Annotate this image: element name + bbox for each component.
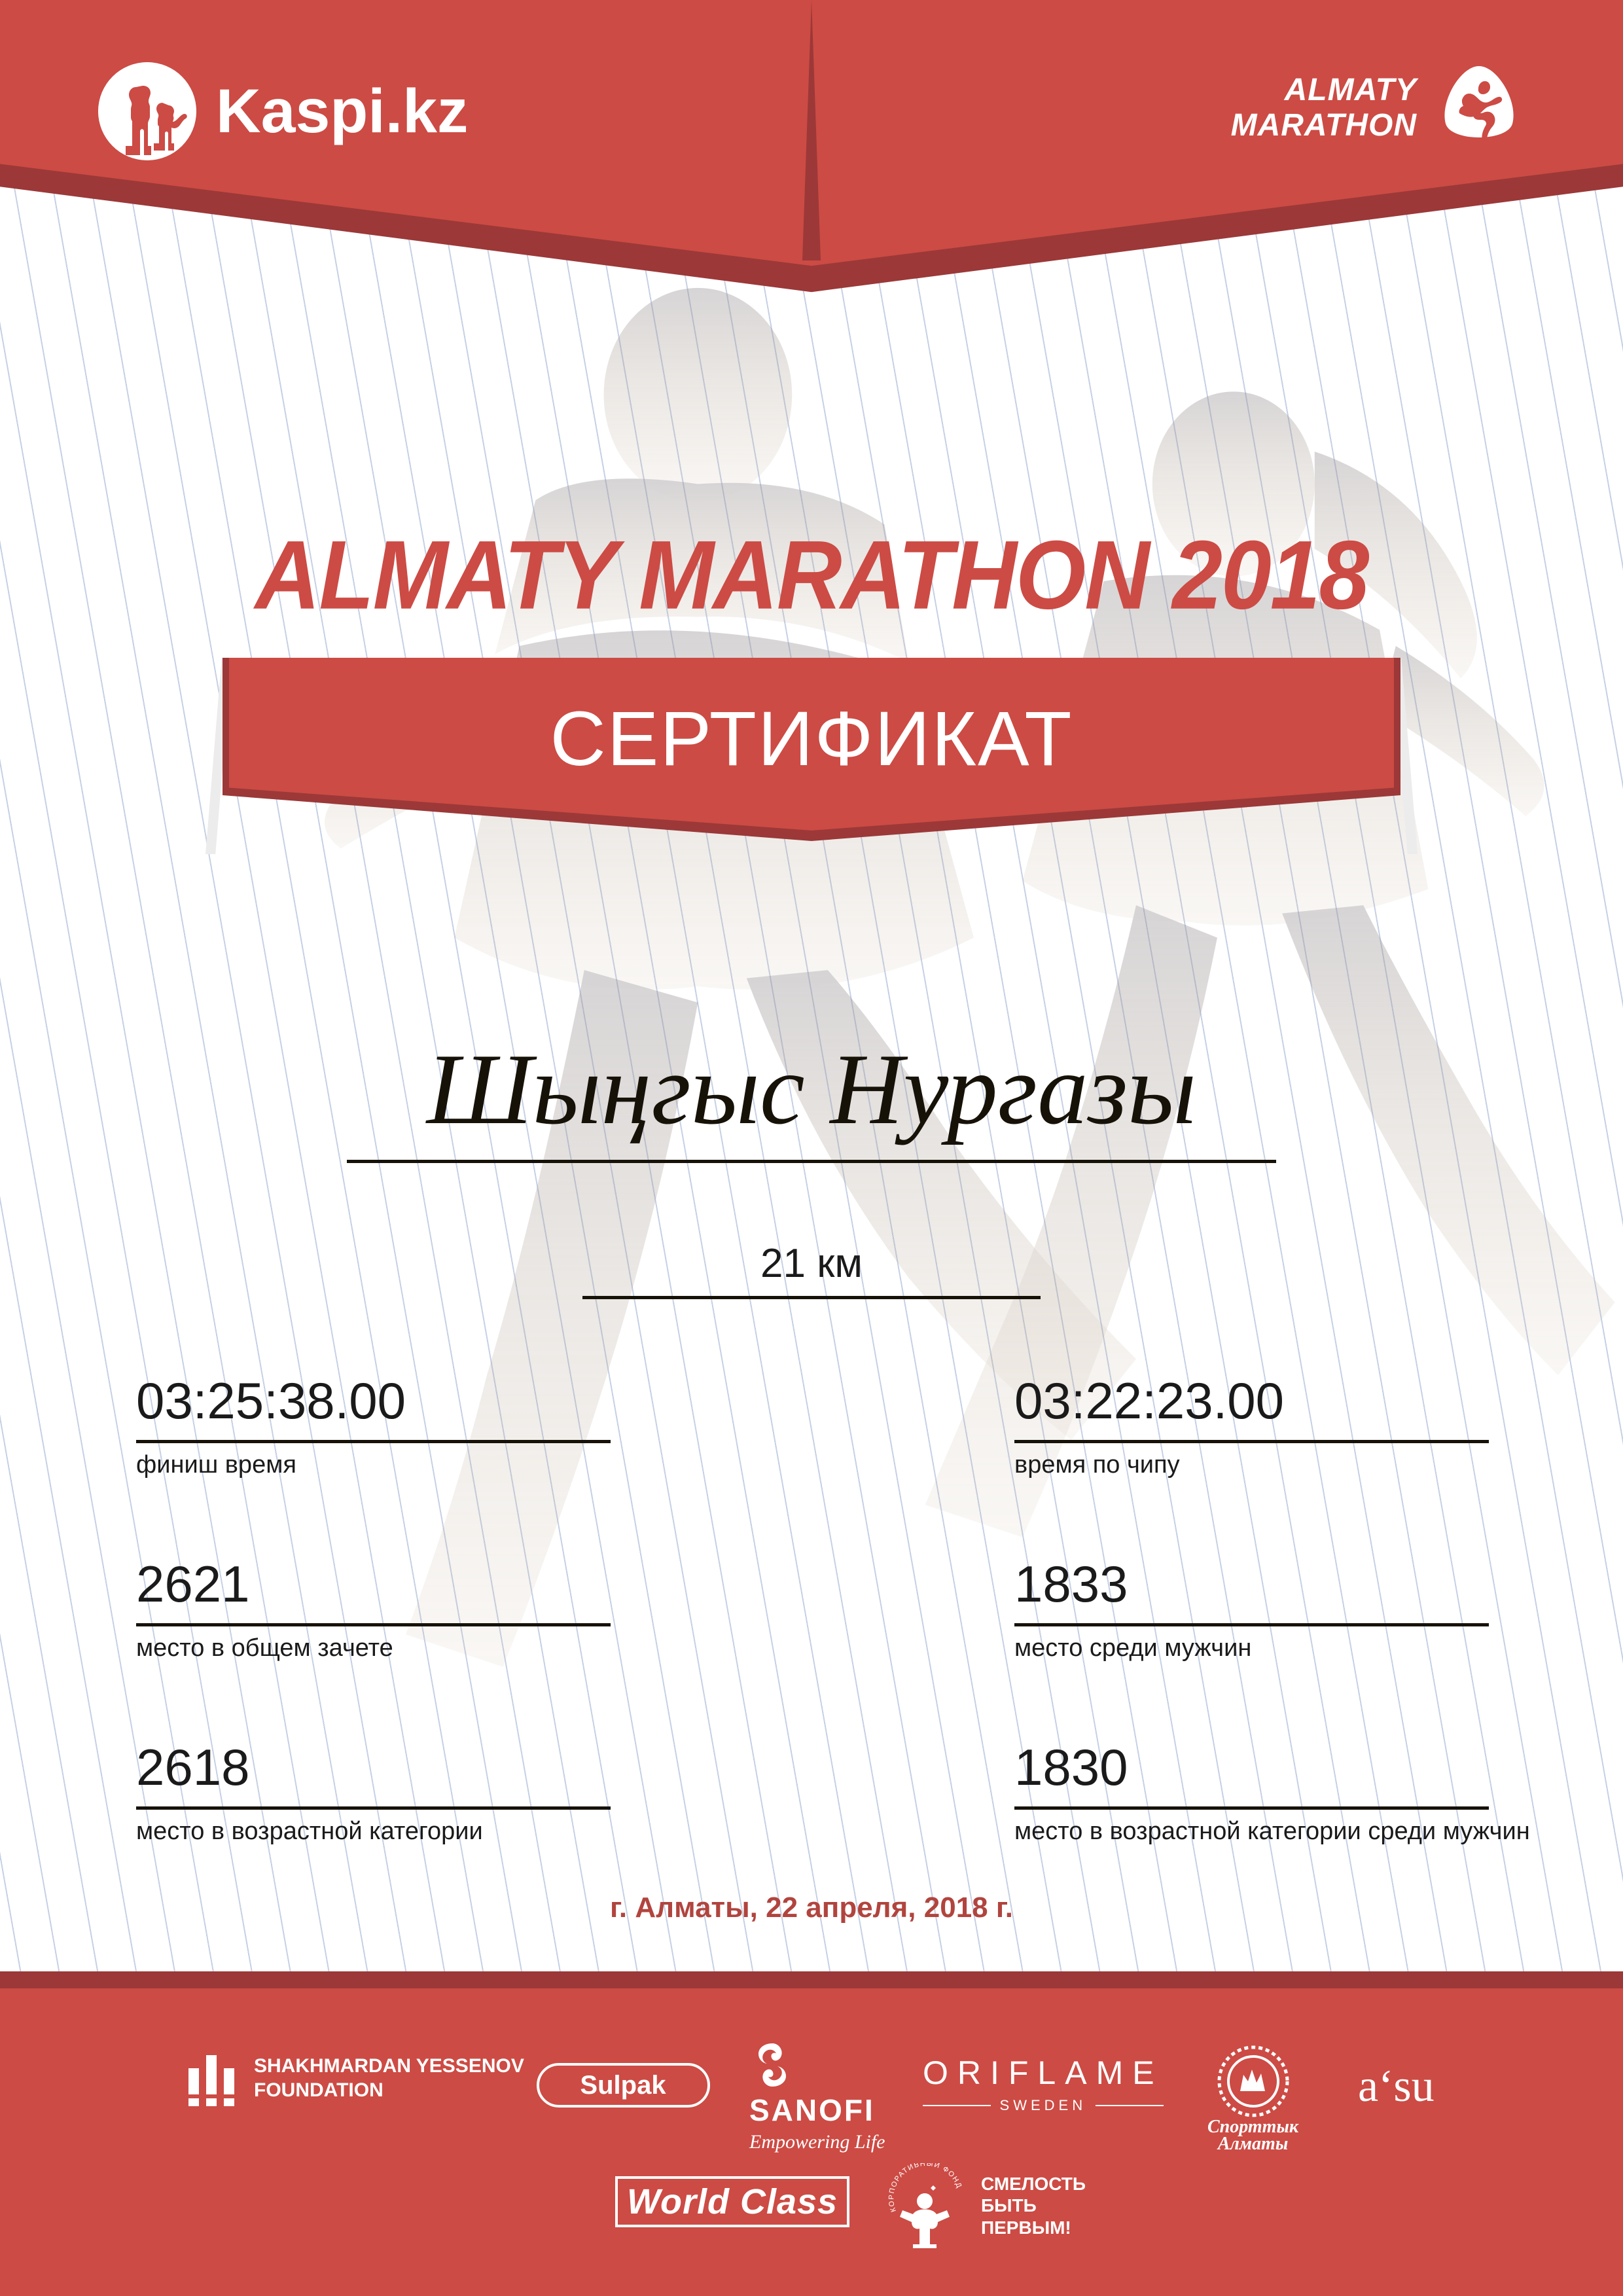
svg-text:Sulpak: Sulpak bbox=[580, 2071, 666, 2100]
